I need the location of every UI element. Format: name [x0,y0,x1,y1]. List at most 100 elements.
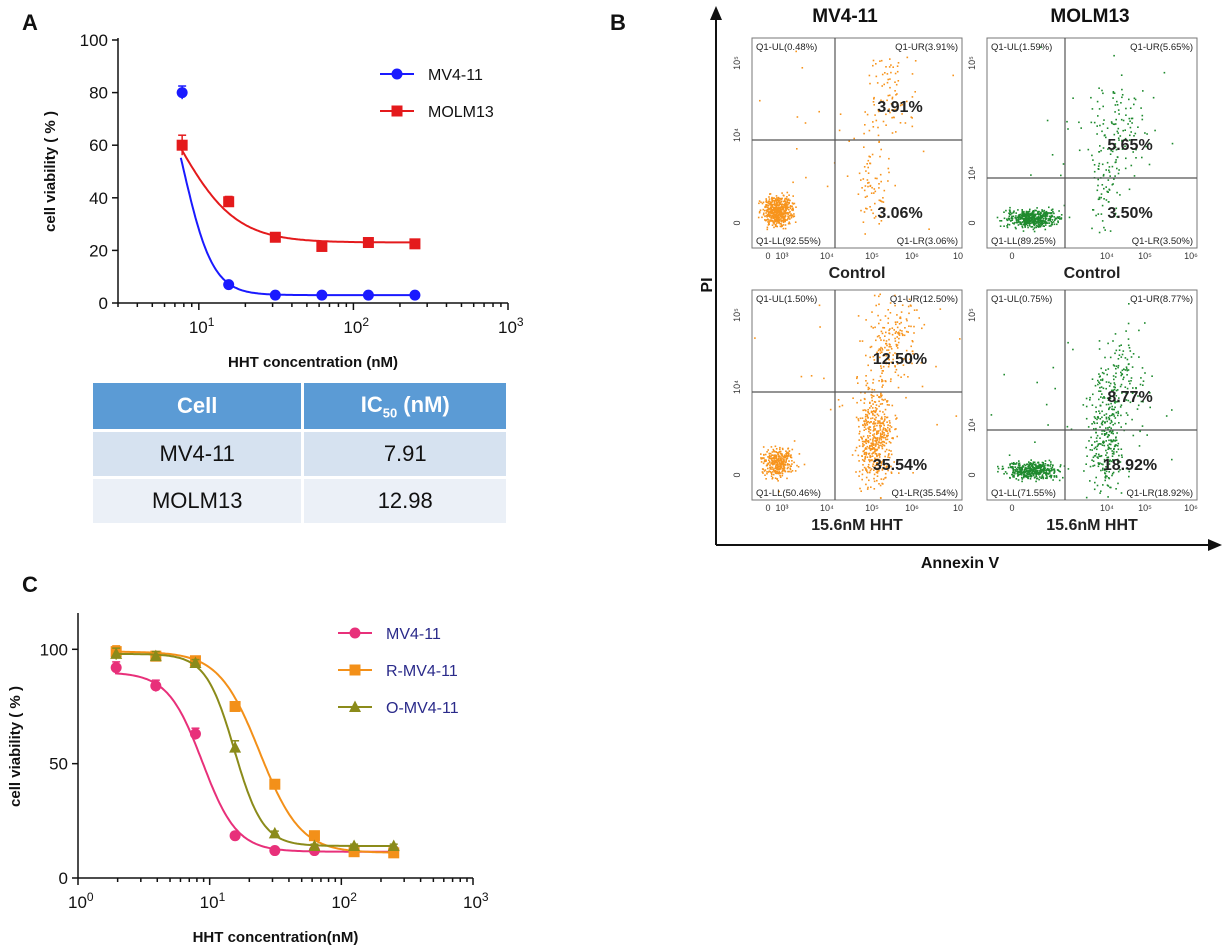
flow-y-tick-label: 10⁴ [732,380,742,394]
flow-x-tick-label: 10⁴ [1100,251,1114,261]
flow-x-tick-label: 10 [953,503,963,513]
flow-plot-mv-control: Q1-UL(0.48%) Q1-UR(3.91%) Q1-LL(92.55%) Q1-… [732,37,963,282]
table-row: MOLM13 12.98 [93,479,506,523]
x-tick-label: 103 [498,315,524,337]
flow-y-tick-label: 0 [967,220,977,225]
y-tick-label: 50 [49,755,68,774]
data-point [269,778,281,790]
ic50-table-header-cell: Cell [93,383,305,429]
ur-percent: 8.77% [1107,389,1152,406]
quadrant-ll-label: Q1-LL(92.55%) [756,236,821,247]
legend-marker [349,700,361,712]
flow-y-tick-label: 0 [967,472,977,477]
quadrant-ul-label: Q1-UL(0.75%) [991,294,1052,305]
quadrant-ul-label: Q1-UL(0.48%) [756,42,817,53]
x-tick-label: 102 [331,890,357,912]
quadrant-ur-label: Q1-UR(5.65%) [1130,42,1193,53]
flow-dots [754,293,961,499]
ic50-header-main: IC [360,391,383,417]
flow-x-tick-label: 10⁶ [905,503,919,513]
data-point [409,238,421,250]
lr-percent: 3.50% [1107,205,1152,222]
x-tick-label: 101 [200,890,226,912]
fit-curve [114,672,394,853]
legend-label: MOLM13 [428,104,494,121]
data-point [229,830,241,842]
flow-y-tick-label: 10⁵ [967,308,977,322]
chart-c: 0 50 100 100 101 102 103 HHT concentration(nM) c… [7,613,489,946]
data-point [316,289,328,301]
data-point [110,647,123,659]
data-point [387,839,400,851]
flow-x-tick-label: 10⁵ [1138,503,1152,513]
flow-y-tick-label: 10⁴ [732,128,742,142]
flow-x-tick-label: 10⁴ [820,251,834,261]
flow-y-tick-label: 0 [732,472,742,477]
flow-x-tick-label: 0 [1009,503,1014,513]
lr-percent: 35.54% [873,457,927,474]
flow-x-tick-label: 10⁴ [820,503,834,513]
legend-marker [391,105,403,117]
y-axis-label: cell viability ( % ) [42,111,59,232]
y-tick-label: 100 [40,640,68,659]
flow-x-tick-label: 10⁵ [865,503,879,513]
legend-label: R-MV4-11 [386,663,458,680]
y-tick-label: 80 [89,84,108,103]
fit-curve [115,650,394,854]
data-point [388,847,400,859]
data-point [316,240,328,252]
quadrant-ll-label: Q1-LL(71.55%) [991,488,1056,499]
flow-plot-mv-hht: Q1-UL(1.50%) Q1-UR(12.50%) Q1-LL(50.46%) Q1… [732,289,963,534]
flow-x-tick-label: 10⁴ [1100,503,1114,513]
flow-y-tick-label: 10⁴ [967,166,977,180]
flow-y-tick-label: 10⁵ [967,56,977,70]
flow-dots [757,50,954,235]
data-point [409,289,421,301]
data-point [348,846,360,858]
ur-percent: 5.65% [1107,137,1152,154]
pi-axis-label: PI [699,277,716,292]
data-point [269,845,281,857]
quadrant-ur-label: Q1-UR(8.77%) [1130,294,1193,305]
condition-label: Control [1064,265,1121,282]
legend-marker [349,664,361,676]
flow-y-tick-label: 10⁴ [967,418,977,432]
data-point [269,289,281,301]
data-point [268,826,281,839]
flow-x-tick-label: 10³ [775,251,788,261]
data-point [348,839,361,851]
panel-label-a: A [22,10,38,35]
x-tick-label: 101 [189,315,215,337]
y-tick-label: 0 [59,869,68,888]
ur-percent: 3.91% [877,99,922,116]
quadrant-lr-label: Q1-LR(35.54%) [891,488,958,499]
data-point [189,728,201,740]
fit-curve [179,157,415,297]
flow-dots [996,46,1174,234]
quadrant-ul-label: Q1-UL(1.50%) [756,294,817,305]
x-tick-label: 103 [463,890,489,912]
condition-label: Control [829,265,886,282]
flow-x-tick-label: 0 [1009,251,1014,261]
data-point [308,839,321,851]
flow-x-tick-label: 10⁶ [905,251,919,261]
quadrant-lr-label: Q1-LR(3.06%) [897,236,958,247]
quadrant-ul-label: Q1-UL(1.59%) [991,42,1052,53]
data-point [176,87,188,99]
legend-label: MV4-11 [386,626,441,643]
table-cell-ic50: 7.91 [304,432,506,476]
data-point [223,279,235,291]
fit-curve [179,147,415,244]
table-cell-name: MOLM13 [93,479,305,523]
y-tick-label: 100 [80,31,108,50]
table-row: MV4-11 7.91 [93,432,506,476]
y-axis-label: cell viability ( % ) [7,686,24,807]
data-point [362,289,374,301]
lr-percent: 3.06% [877,205,922,222]
data-point [110,662,122,674]
quadrant-ll-label: Q1-LL(89.25%) [991,236,1056,247]
data-point [229,741,242,753]
quadrant-lr-label: Q1-LR(18.92%) [1126,488,1193,499]
lr-percent: 18.92% [1103,457,1157,474]
